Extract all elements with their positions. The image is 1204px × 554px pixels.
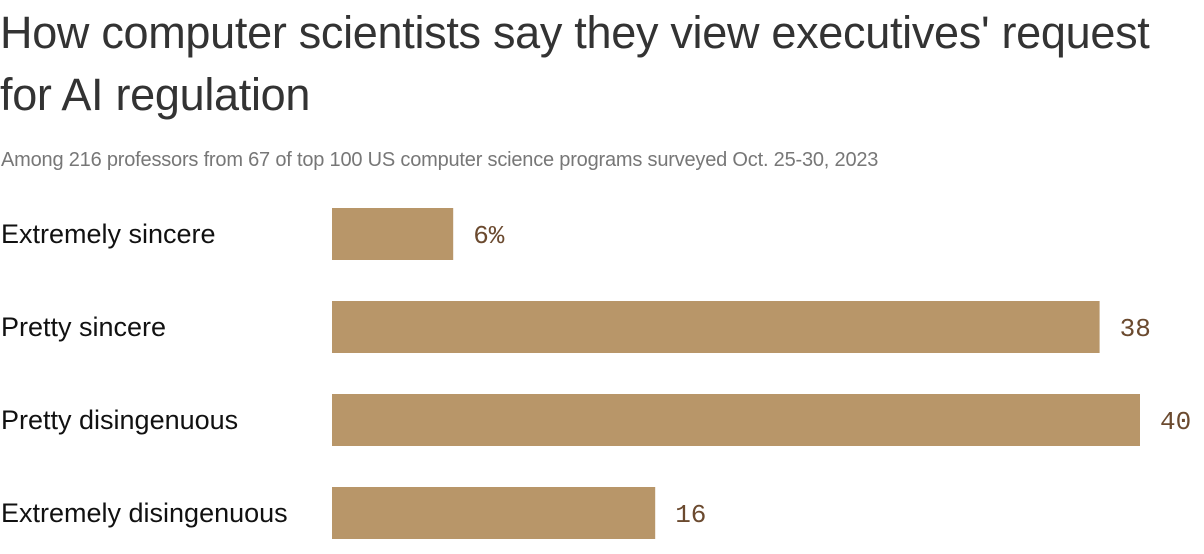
bar [332, 487, 656, 539]
value-label: 16 [675, 500, 706, 530]
chart-title: How computer scientists say they view ex… [0, 7, 1150, 120]
chart-subtitle: Among 216 professors from 67 of top 100 … [1, 149, 879, 171]
bar [332, 208, 454, 260]
bar [332, 301, 1100, 353]
bar [332, 394, 1140, 446]
category-label: Pretty sincere [1, 312, 166, 342]
category-label: Pretty disingenuous [1, 405, 238, 435]
value-label: 6% [473, 221, 505, 251]
category-label: Extremely disingenuous [1, 498, 288, 528]
value-label: 40 [1160, 407, 1191, 437]
category-label: Extremely sincere [1, 219, 216, 249]
value-label: 38 [1120, 314, 1151, 344]
